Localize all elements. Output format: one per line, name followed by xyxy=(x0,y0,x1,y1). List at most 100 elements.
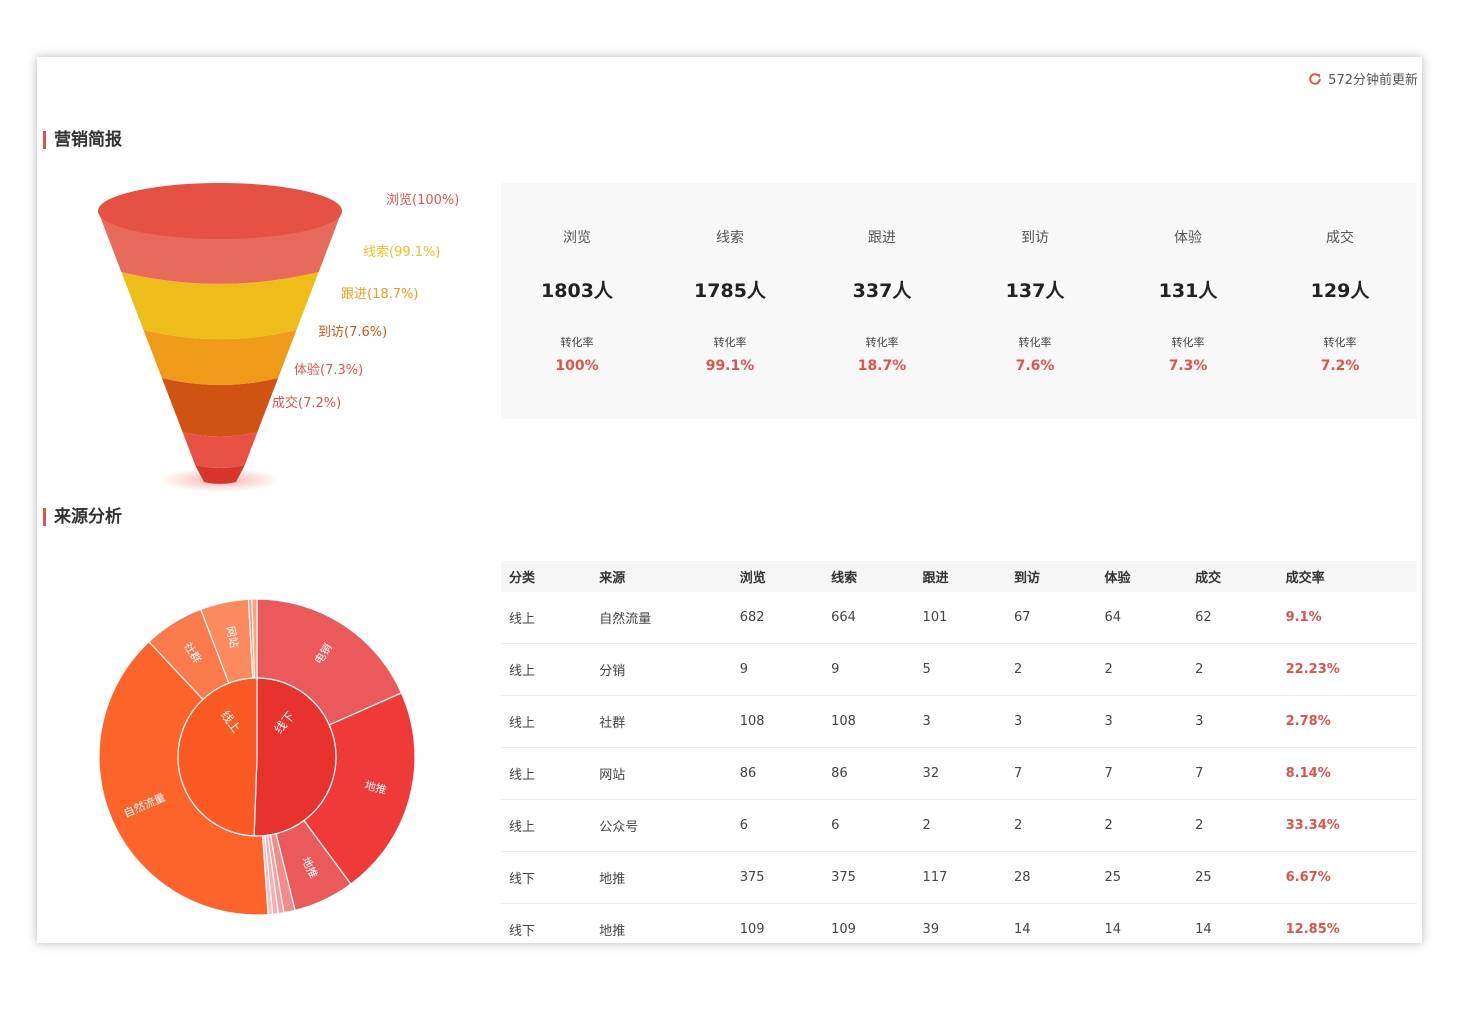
column-header[interactable]: 浏览 xyxy=(731,561,824,592)
stat-label: 体验 xyxy=(1174,230,1202,246)
table-cell: 117 xyxy=(914,851,1006,904)
table-cell: 9.1% xyxy=(1277,592,1417,644)
table-cell: 2 xyxy=(1187,799,1278,852)
table-row[interactable]: 线上 分销 9 9 5 2 2 2 22.23% xyxy=(501,643,1417,696)
table-cell: 社群 xyxy=(591,695,732,748)
column-header[interactable]: 到访 xyxy=(1005,561,1097,592)
table-cell: 108 xyxy=(731,695,824,748)
stats-panel: 浏览 1803人 转化率 100% 线索 1785人 转化率 99.1% 跟进 337人 转化率 18… xyxy=(501,183,1417,419)
sunburst-inner-slice[interactable] xyxy=(177,677,258,837)
column-header[interactable]: 来源 xyxy=(591,561,732,592)
table-row[interactable]: 线上 公众号 6 6 2 2 2 2 33.34% xyxy=(501,799,1417,852)
table-cell: 108 xyxy=(823,695,915,748)
table-row[interactable]: 线上 自然流量 682 664 101 67 64 62 9.1% xyxy=(501,592,1417,644)
stat-sub-label: 转化率 xyxy=(713,336,747,349)
stat-sub-label: 转化率 xyxy=(1018,336,1052,349)
table-row[interactable]: 线下 地推 375 375 117 28 25 25 6.67% xyxy=(501,851,1417,904)
table-cell: 25 xyxy=(1187,851,1278,904)
stat-count: 1803人 xyxy=(541,280,613,302)
stat-count: 131人 xyxy=(1158,280,1218,302)
table-row[interactable]: 线下 地推 109 109 39 14 14 14 12.85% xyxy=(501,903,1417,943)
table-cell: 7 xyxy=(1005,747,1097,800)
sunburst-inner-slice[interactable] xyxy=(253,677,337,837)
stat-label: 跟进 xyxy=(868,230,896,246)
funnel-label: 到访(7.6%) xyxy=(318,325,387,340)
table-cell: 5 xyxy=(914,643,1006,696)
funnel-label: 跟进(18.7%) xyxy=(341,287,418,302)
stat-label: 线索 xyxy=(716,230,744,246)
table-cell: 109 xyxy=(823,903,915,943)
table-cell: 公众号 xyxy=(591,799,732,852)
table-cell: 14 xyxy=(1187,903,1278,943)
table-cell: 网站 xyxy=(591,747,732,800)
stat-rate: 7.2% xyxy=(1320,358,1360,374)
column-header[interactable]: 体验 xyxy=(1096,561,1188,592)
stat-sub-label: 转化率 xyxy=(1323,336,1357,349)
update-status[interactable]: 572分钟前更新 xyxy=(1308,69,1418,88)
table-cell: 3 xyxy=(1096,695,1188,748)
column-header[interactable]: 分类 xyxy=(501,561,592,592)
stat-label: 成交 xyxy=(1326,230,1354,246)
table-cell: 86 xyxy=(731,747,824,800)
funnel-top xyxy=(98,183,342,239)
table-cell: 12.85% xyxy=(1277,903,1417,943)
stat-rate: 100% xyxy=(555,358,599,374)
table-cell: 2 xyxy=(914,799,1006,852)
stat-rate: 99.1% xyxy=(705,358,755,374)
table-cell: 25 xyxy=(1096,851,1188,904)
table-cell: 3 xyxy=(1005,695,1097,748)
table-cell: 682 xyxy=(731,592,824,644)
column-header[interactable]: 跟进 xyxy=(914,561,1006,592)
stat-sub-label: 转化率 xyxy=(865,336,899,349)
stat-sub-label: 转化率 xyxy=(1171,336,1205,349)
table-cell: 2.78% xyxy=(1277,695,1417,748)
table-cell: 14 xyxy=(1096,903,1188,943)
funnel-label: 成交(7.2%) xyxy=(272,395,341,411)
column-header[interactable]: 线索 xyxy=(823,561,915,592)
refresh-icon[interactable] xyxy=(1308,72,1322,86)
table-body: 线上 自然流量 682 664 101 67 64 62 9.1% 线上 分销 9 9 5 2 2 2 22.23… xyxy=(501,592,1417,943)
table-cell: 6 xyxy=(823,799,915,852)
funnel-label: 体验(7.3%) xyxy=(294,362,363,378)
table-cell: 9 xyxy=(731,643,824,696)
dashboard-card: 572分钟前更新 营销简报 浏览(100%) 线索(99.1%) 跟进(18.7%)… xyxy=(37,57,1422,943)
table-cell: 64 xyxy=(1096,592,1188,644)
table-cell: 线上 xyxy=(501,747,592,800)
table-cell: 109 xyxy=(731,903,824,943)
funnel-label: 浏览(100%) xyxy=(386,192,459,208)
table-cell: 7 xyxy=(1096,747,1188,800)
stat-rate: 7.6% xyxy=(1015,358,1055,374)
table-cell: 地推 xyxy=(591,851,732,904)
funnel-layer[interactable] xyxy=(161,378,279,437)
table-cell: 6.67% xyxy=(1277,851,1417,904)
table-cell: 线上 xyxy=(501,592,592,644)
table-row[interactable]: 线上 网站 86 86 32 7 7 7 8.14% xyxy=(501,747,1417,800)
stat-sub-label: 转化率 xyxy=(560,336,594,349)
table-cell: 67 xyxy=(1005,592,1097,644)
funnel-layer[interactable] xyxy=(143,330,297,385)
column-header[interactable]: 成交 xyxy=(1187,561,1278,592)
table-cell: 101 xyxy=(914,592,1006,644)
table-cell: 2 xyxy=(1096,799,1188,852)
stat-count: 137人 xyxy=(1005,280,1065,302)
funnel-layer[interactable] xyxy=(121,272,319,340)
funnel-layer[interactable] xyxy=(182,432,258,468)
funnel-layer[interactable] xyxy=(195,465,245,484)
table-cell: 62 xyxy=(1187,592,1278,644)
table-cell: 线上 xyxy=(501,695,592,748)
table-row[interactable]: 线上 社群 108 108 3 3 3 3 2.78% xyxy=(501,695,1417,748)
update-text: 572分钟前更新 xyxy=(1328,73,1418,88)
stat-count: 129人 xyxy=(1310,280,1370,302)
table-cell: 2 xyxy=(1005,643,1097,696)
stat-count: 1785人 xyxy=(694,280,766,302)
column-header[interactable]: 成交率 xyxy=(1277,561,1417,592)
funnel-label: 线索(99.1%) xyxy=(363,245,440,260)
table-cell: 8.14% xyxy=(1277,747,1417,800)
table-cell: 32 xyxy=(914,747,1006,800)
table-cell: 9 xyxy=(823,643,915,696)
table-cell: 375 xyxy=(823,851,915,904)
table-cell: 375 xyxy=(731,851,824,904)
table-cell: 分销 xyxy=(591,643,732,696)
table-cell: 地推 xyxy=(591,903,732,943)
